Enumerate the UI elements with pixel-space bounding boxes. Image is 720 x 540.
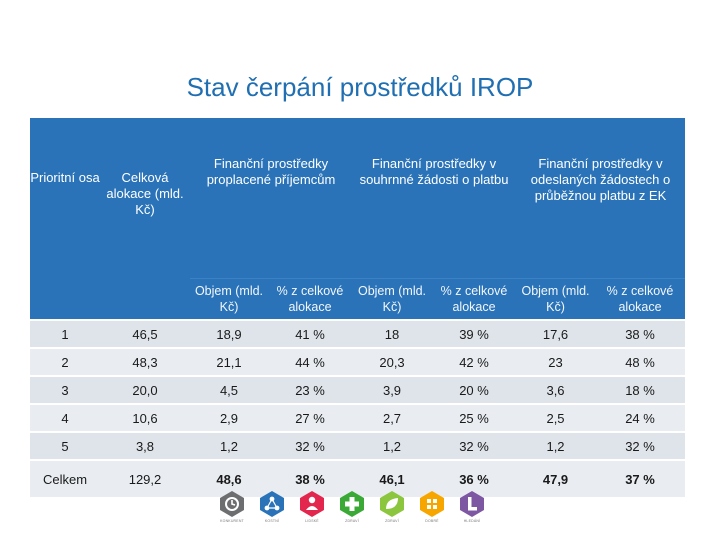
cell-total-v1: 48,6 — [190, 459, 268, 497]
cell-v3: 17,6 — [516, 319, 596, 347]
cell-p2: 32 % — [432, 431, 517, 459]
grid-icon: DOBRÉ — [418, 490, 446, 524]
network-icon: KOSTNÍ — [258, 490, 286, 524]
cell-alloc: 46,5 — [100, 319, 190, 347]
cell-total-p3: 37 % — [595, 459, 686, 497]
logo-caption: KOSTNÍ — [264, 519, 280, 523]
cell-p2: 25 % — [432, 403, 517, 431]
cell-alloc: 48,3 — [100, 347, 190, 375]
logo-caption: ZDRAVÍ — [385, 519, 399, 523]
clock-icon: KONKURENT — [218, 490, 246, 524]
cell-total-p2: 36 % — [432, 459, 517, 497]
table-row: 4 10,6 2,9 27 % 2,7 25 % 2,5 24 % — [30, 403, 686, 431]
cell-axis: 1 — [30, 319, 100, 347]
cell-axis: 2 — [30, 347, 100, 375]
program-logos: KONKURENT KOSTNÍ LIDSKÉ ZDRAVÍ ZDRAVÍ DO… — [218, 490, 486, 526]
cell-total-alloc: 129,2 — [100, 459, 190, 497]
subheader-share-1: % z celkové alokace — [268, 278, 353, 319]
cell-axis: 5 — [30, 431, 100, 459]
logo-caption: LIDSKÉ — [305, 519, 319, 523]
cell-p1: 23 % — [268, 375, 353, 403]
cell-v3: 3,6 — [516, 375, 596, 403]
table-row: 3 20,0 4,5 23 % 3,9 20 % 3,6 18 % — [30, 375, 686, 403]
header-summary-request: Finanční prostředky v souhrnné žádosti o… — [352, 118, 517, 278]
header-ek-request: Finanční prostředky v odeslaných žádoste… — [516, 118, 686, 278]
logo-caption: DOBRÉ — [425, 519, 439, 523]
table-row: 5 3,8 1,2 32 % 1,2 32 % 1,2 32 % — [30, 431, 686, 459]
logo-caption: KONKURENT — [220, 519, 244, 523]
subheader-volume-2: Objem (mld. Kč) — [352, 278, 433, 319]
l-icon: HLEDÁNÍ — [458, 490, 486, 524]
cell-alloc: 10,6 — [100, 403, 190, 431]
cell-v2: 3,9 — [352, 375, 433, 403]
subheader-volume-3: Objem (mld. Kč) — [516, 278, 596, 319]
cell-p1: 44 % — [268, 347, 353, 375]
subheader-share-3: % z celkové alokace — [595, 278, 686, 319]
cell-v1: 1,2 — [190, 431, 268, 459]
cell-p1: 32 % — [268, 431, 353, 459]
cell-v1: 18,9 — [190, 319, 268, 347]
cell-p1: 41 % — [268, 319, 353, 347]
cell-total-label: Celkem — [30, 459, 100, 497]
cell-v2: 20,3 — [352, 347, 433, 375]
cell-p3: 24 % — [595, 403, 686, 431]
logo-caption: HLEDÁNÍ — [463, 519, 481, 523]
cell-p3: 38 % — [595, 319, 686, 347]
cell-p2: 42 % — [432, 347, 517, 375]
cell-p1: 27 % — [268, 403, 353, 431]
cell-v1: 21,1 — [190, 347, 268, 375]
cell-p2: 20 % — [432, 375, 517, 403]
leaf-icon: ZDRAVÍ — [378, 490, 406, 524]
cell-v2: 18 — [352, 319, 433, 347]
header-reimbursed: Finanční prostředky proplacené příjemcům — [190, 118, 353, 278]
logo-caption: ZDRAVÍ — [345, 519, 359, 523]
subheader-volume-1: Objem (mld. Kč) — [190, 278, 268, 319]
cell-p3: 48 % — [595, 347, 686, 375]
cell-axis: 3 — [30, 375, 100, 403]
cell-v3: 2,5 — [516, 403, 596, 431]
cell-v1: 2,9 — [190, 403, 268, 431]
allocation-table: Prioritní osa Celková alokace (mld. Kč) … — [30, 118, 686, 497]
table-row: 2 48,3 21,1 44 % 20,3 42 % 23 48 % — [30, 347, 686, 375]
cell-v2: 1,2 — [352, 431, 433, 459]
cell-p3: 18 % — [595, 375, 686, 403]
cell-alloc: 20,0 — [100, 375, 190, 403]
cell-v3: 23 — [516, 347, 596, 375]
cell-total-v3: 47,9 — [516, 459, 596, 497]
cell-v3: 1,2 — [516, 431, 596, 459]
header-priority: Prioritní osa — [30, 118, 100, 319]
cell-axis: 4 — [30, 403, 100, 431]
header-allocation: Celková alokace (mld. Kč) — [100, 118, 190, 319]
cell-total-v2: 46,1 — [352, 459, 433, 497]
cell-total-p1: 38 % — [268, 459, 353, 497]
table-row: 1 46,5 18,9 41 % 18 39 % 17,6 38 % — [30, 319, 686, 347]
subheader-share-2: % z celkové alokace — [432, 278, 517, 319]
cell-v2: 2,7 — [352, 403, 433, 431]
person-icon: LIDSKÉ — [298, 490, 326, 524]
cell-v1: 4,5 — [190, 375, 268, 403]
table-total-row: Celkem 129,2 48,6 38 % 46,1 36 % 47,9 37… — [30, 459, 686, 497]
cell-p2: 39 % — [432, 319, 517, 347]
page-title: Stav čerpání prostředků IROP — [186, 72, 534, 102]
cell-p3: 32 % — [595, 431, 686, 459]
cell-alloc: 3,8 — [100, 431, 190, 459]
plus-icon: ZDRAVÍ — [338, 490, 366, 524]
